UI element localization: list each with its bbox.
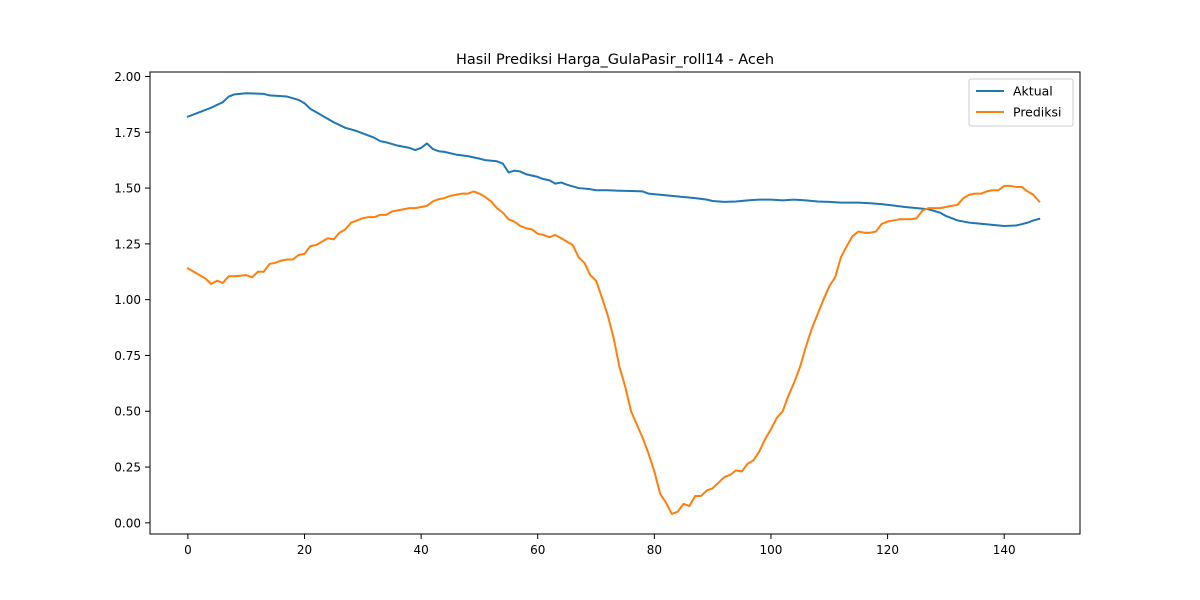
x-tick-label: 100: [760, 543, 783, 557]
y-tick-label: 0.75: [114, 349, 141, 363]
x-tick-label: 20: [297, 543, 312, 557]
y-tick-label: 0.25: [114, 461, 141, 475]
y-tick-label: 1.25: [114, 237, 141, 251]
legend-label-prediksi: Prediksi: [1013, 105, 1062, 120]
series-line-aktual: [186, 92, 1041, 227]
y-tick-label: 1.00: [114, 293, 141, 307]
legend-label-aktual: Aktual: [1013, 84, 1053, 99]
legend: Aktual Prediksi: [968, 78, 1074, 127]
plot-area: [150, 72, 1080, 534]
series-layer: [186, 92, 1041, 515]
x-tick-label: 60: [530, 543, 545, 557]
y-tick-label: 1.75: [114, 126, 141, 140]
chart-title: Hasil Prediksi Harga_GulaPasir_roll14 - …: [456, 52, 774, 68]
x-tick-label: 40: [413, 543, 428, 557]
y-tick-label: 0.00: [114, 516, 141, 530]
y-tick-label: 2.00: [114, 70, 141, 84]
series-line-prediksi: [186, 184, 1041, 515]
x-axis: 0 20 40 60 80 100 120 140: [184, 534, 1016, 557]
y-axis: 0.00 0.25 0.50 0.75 1.00 1.25 1.50 1.75 2.00: [114, 70, 150, 530]
y-tick-label: 0.50: [114, 405, 141, 419]
x-tick-label: 80: [647, 543, 662, 557]
x-tick-label: 0: [184, 543, 192, 557]
x-tick-label: 120: [876, 543, 899, 557]
axes-frame: [149, 71, 1081, 535]
x-tick-label: 140: [993, 543, 1016, 557]
y-tick-label: 1.50: [114, 182, 141, 196]
